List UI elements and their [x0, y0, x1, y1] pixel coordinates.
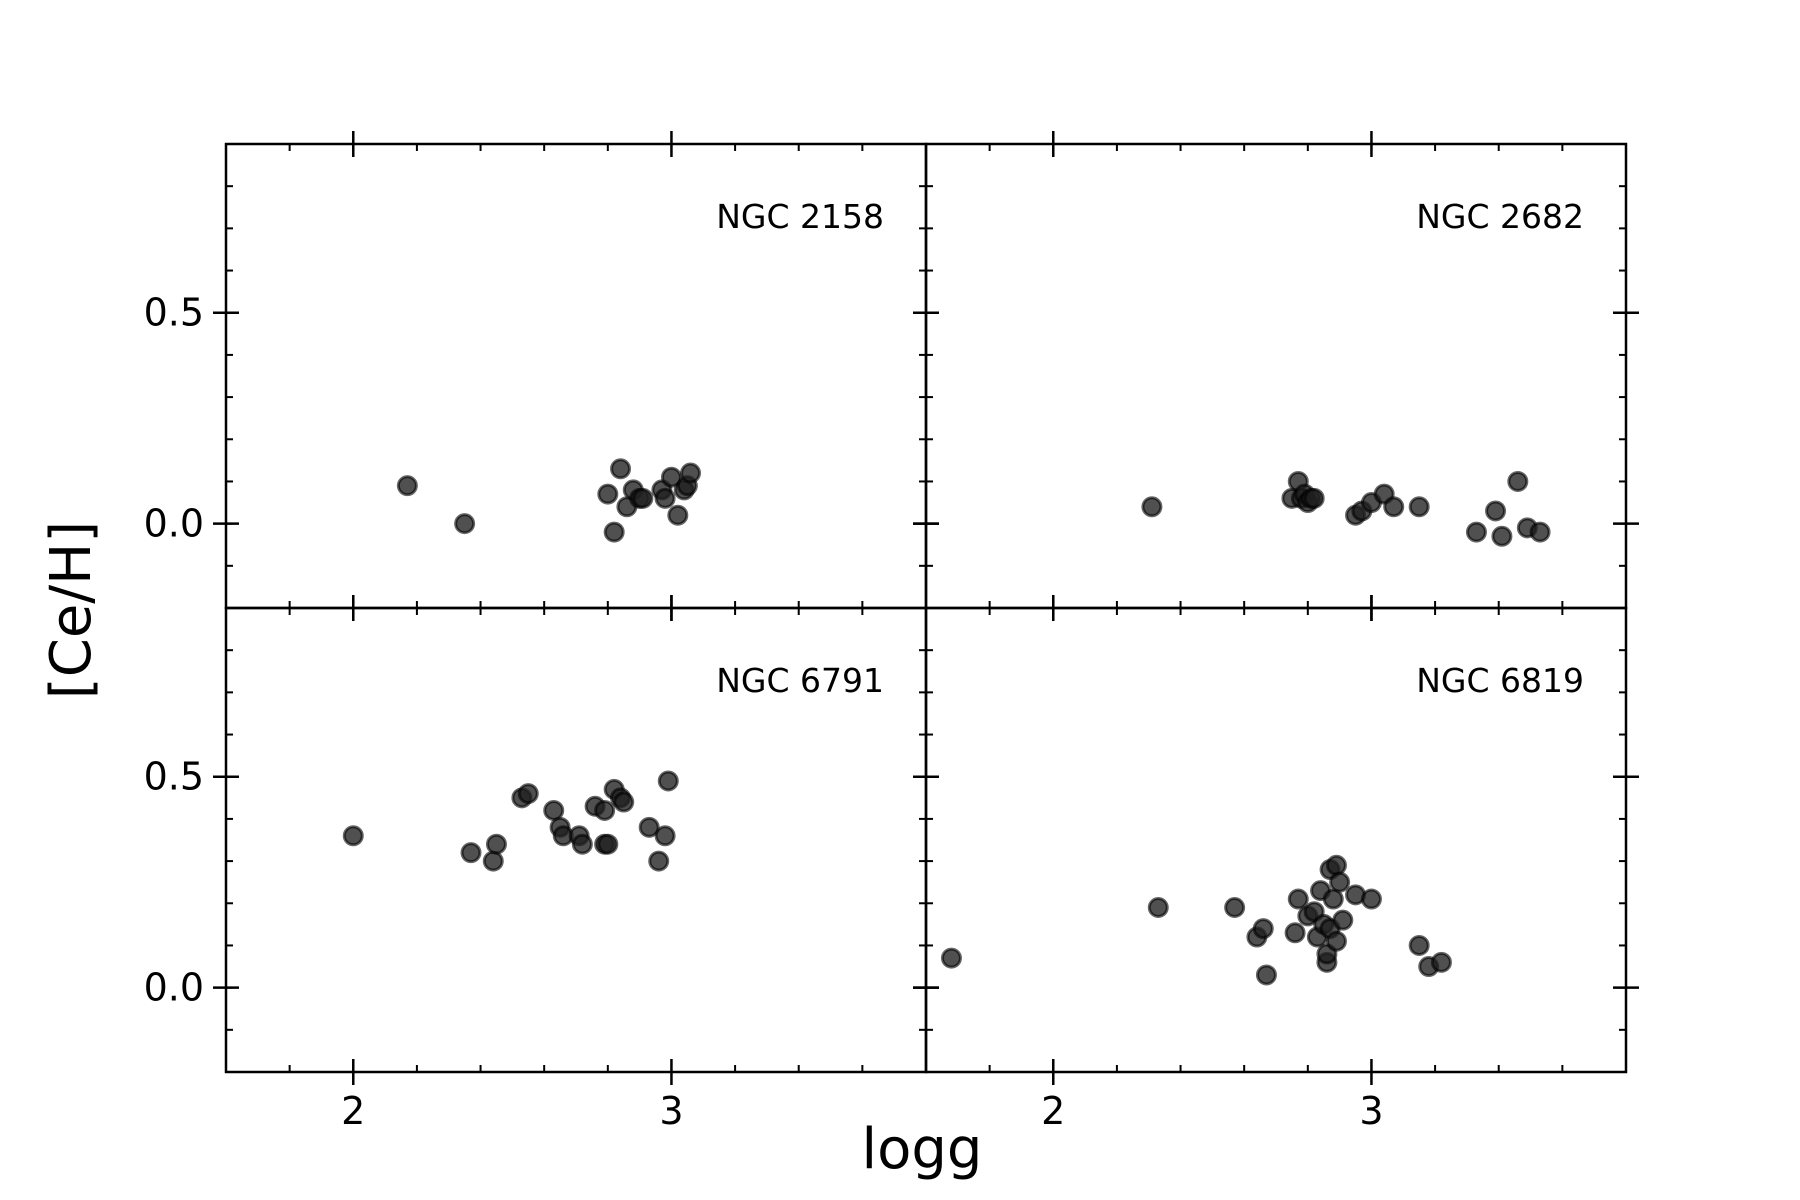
x-tick-label: 2 [1041, 1089, 1065, 1133]
data-point [1325, 930, 1347, 952]
data-point [603, 521, 625, 543]
data-point [1491, 525, 1513, 547]
x-axis-label: logg [862, 1117, 983, 1182]
data-point [1255, 964, 1277, 986]
data-point [654, 825, 676, 847]
data-point [1383, 496, 1405, 518]
data-point [660, 466, 682, 488]
panel-label-ngc-2682: NGC 2682 [1416, 197, 1584, 236]
panel-label-ngc-2158: NGC 2158 [716, 197, 884, 236]
panel-ngc-2682: NGC 2682 [913, 131, 1639, 621]
data-point [1332, 909, 1354, 931]
x-tick-label: 3 [659, 1089, 683, 1133]
data-point [1303, 487, 1325, 509]
panel-label-ngc-6819: NGC 6819 [1416, 661, 1584, 700]
data-point [1147, 896, 1169, 918]
data-point [1485, 500, 1507, 522]
y-axis-label: [Ce/H] [39, 521, 104, 699]
data-point [657, 770, 679, 792]
data-point [1507, 470, 1529, 492]
y-tick-label: 0.5 [144, 291, 204, 335]
data-point [1141, 496, 1163, 518]
data-point [654, 487, 676, 509]
data-point [1325, 854, 1347, 876]
data-point [1430, 951, 1452, 973]
data-point [597, 483, 619, 505]
data-point [1252, 918, 1274, 940]
data-point [454, 513, 476, 535]
data-point [632, 487, 654, 509]
data-point [1465, 521, 1487, 543]
data-point [482, 850, 504, 872]
data-point [940, 947, 962, 969]
data-point [667, 504, 689, 526]
panel-ngc-6791: 2 3 0.0 0.5 NGC 6791 [144, 595, 939, 1133]
data-point [680, 462, 702, 484]
y-tick-label: 0.5 [144, 755, 204, 799]
x-tick-label: 2 [341, 1089, 365, 1133]
data-point [543, 799, 565, 821]
data-point [396, 475, 418, 497]
data-point [1224, 896, 1246, 918]
data-point [571, 833, 593, 855]
data-point [1360, 888, 1382, 910]
data-point [1408, 496, 1430, 518]
data-point [1287, 888, 1309, 910]
y-tick-label: 0.0 [144, 502, 204, 546]
panel-frame [924, 606, 1628, 1074]
data-point [517, 783, 539, 805]
data-point [597, 833, 619, 855]
data-point [1408, 934, 1430, 956]
data-point [610, 458, 632, 480]
data-point [1529, 521, 1551, 543]
data-point [594, 799, 616, 821]
data-point [342, 825, 364, 847]
panels-group: 0.0 0.5 NGC 2158 NGC 2682 2 3 0.0 0.5 NGC 6791 2 3… [144, 131, 1639, 1133]
x-tick-label: 3 [1359, 1089, 1383, 1133]
data-point [1329, 871, 1351, 893]
panel-ngc-2158: 0.0 0.5 NGC 2158 [144, 131, 939, 621]
data-point [460, 842, 482, 864]
data-point [613, 791, 635, 813]
data-point [648, 850, 670, 872]
data-point [485, 833, 507, 855]
data-point [638, 816, 660, 838]
panel-label-ngc-6791: NGC 6791 [716, 661, 884, 700]
data-point [1284, 922, 1306, 944]
y-tick-label: 0.0 [144, 966, 204, 1010]
panel-ngc-6819: 2 3 NGC 6819 [913, 595, 1639, 1133]
data-point [1322, 888, 1344, 910]
